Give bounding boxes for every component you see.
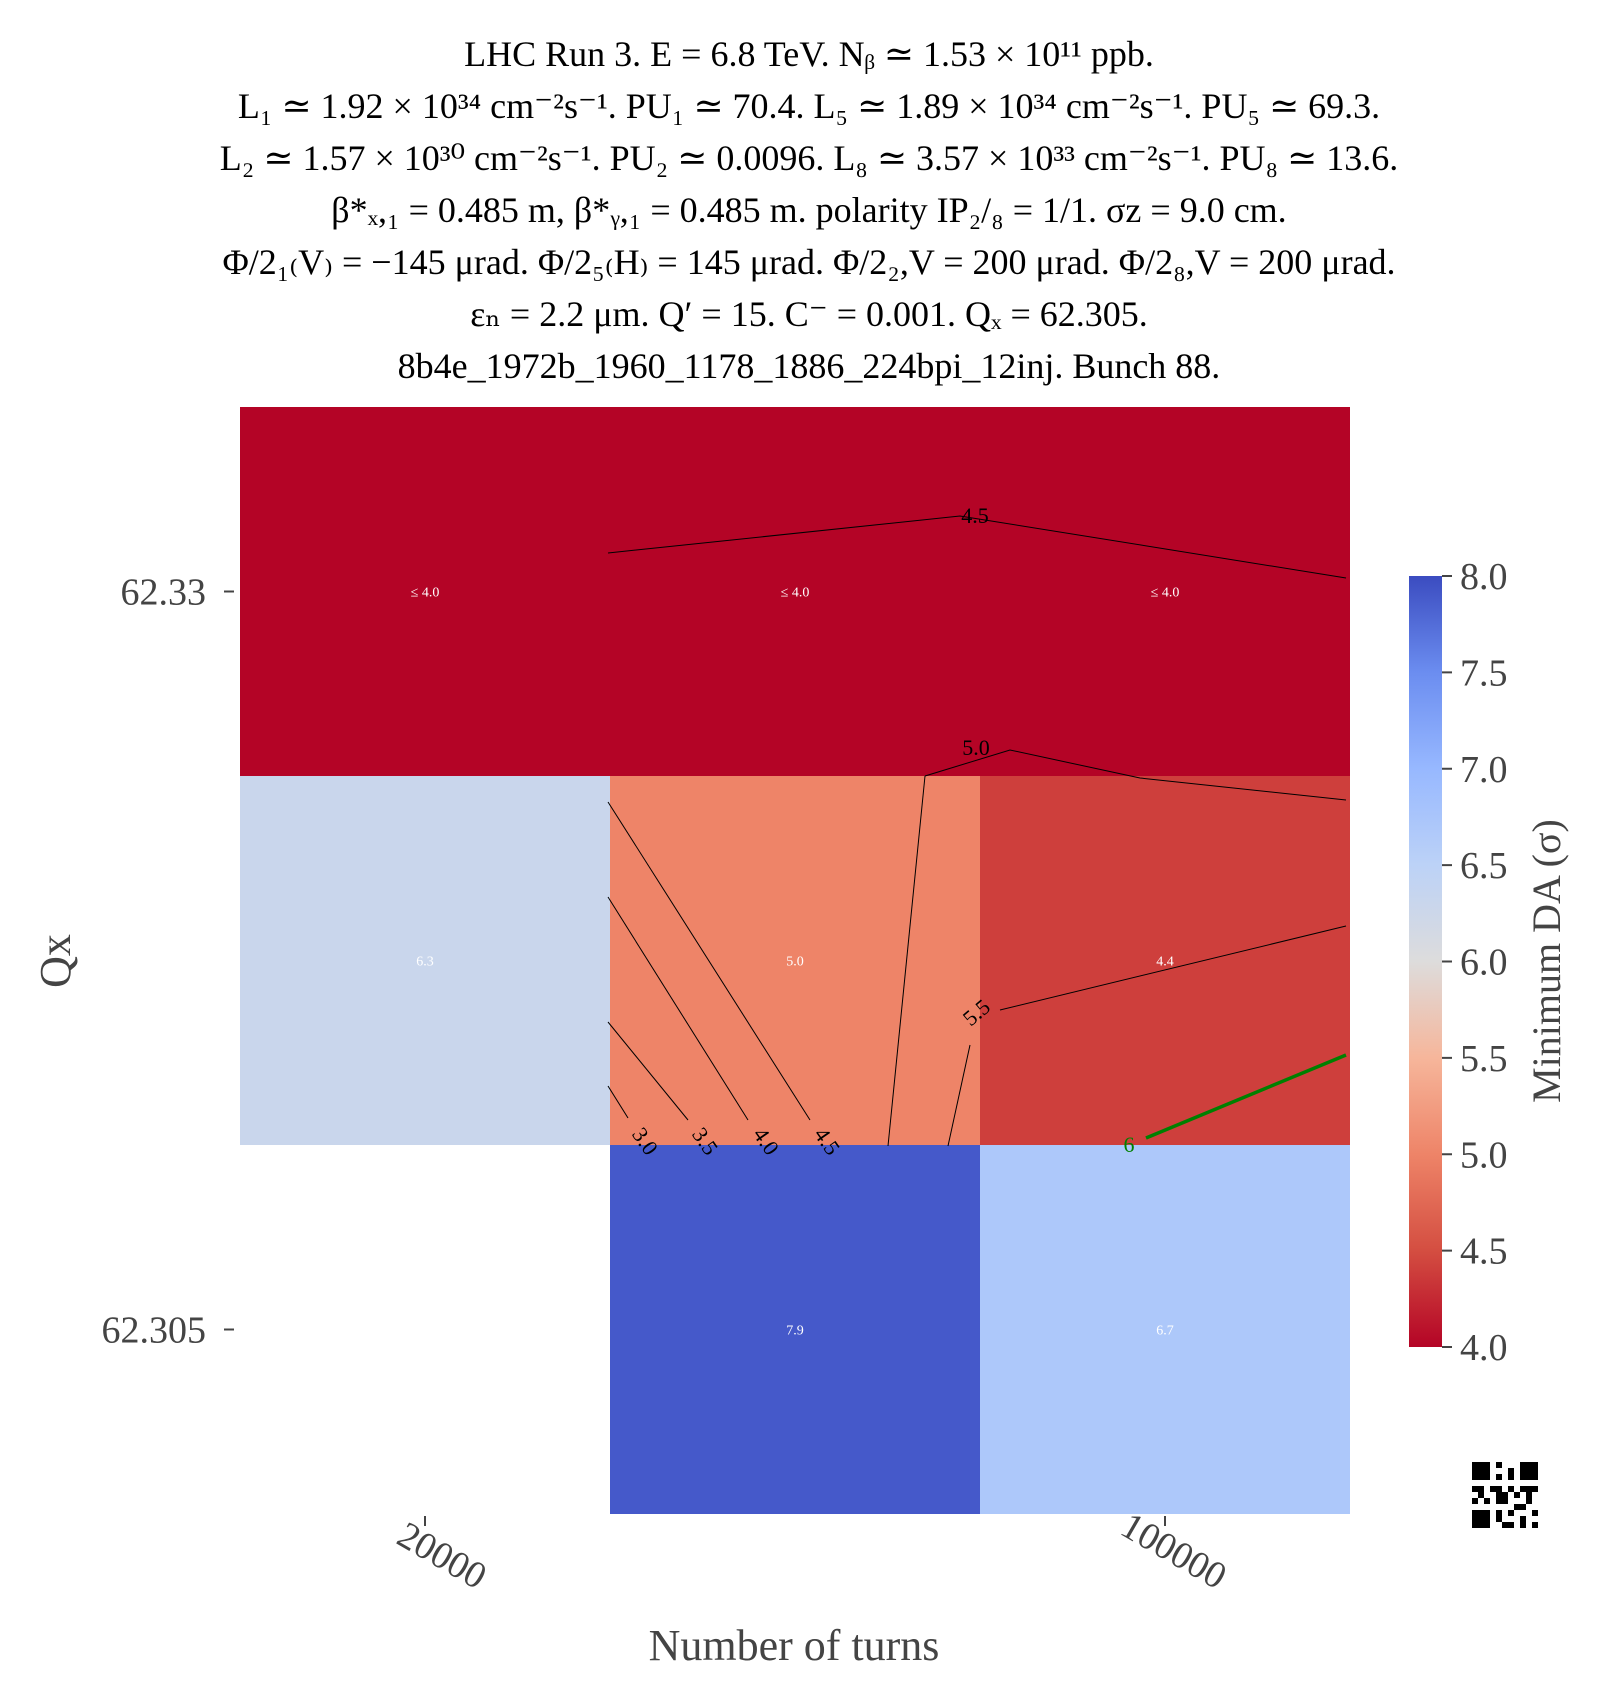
colorbar-tick-label: 4.0 (1460, 1327, 1508, 1369)
cell-value-label: 4.4 (1156, 955, 1174, 970)
contour-label: 6 (1124, 1132, 1135, 1157)
cell-value-label: 5.0 (786, 955, 804, 970)
contour-line-5.0-down (887, 775, 926, 1147)
cell-value-label: ≤ 4.0 (781, 586, 810, 601)
title-line-1: LHC Run 3. E = 6.8 TeV. Nᵦ ≃ 1.53 × 10¹¹… (464, 34, 1154, 74)
x-tick-label: 100000 (1114, 1504, 1234, 1597)
colorbar-tick-label: 4.5 (1460, 1231, 1508, 1273)
heatmap-cell (240, 407, 610, 776)
title-line-4: β*ₓ,₁ = 0.485 m, β*ᵧ,₁ = 0.485 m. polari… (331, 190, 1287, 230)
heatmap-cell (610, 1145, 980, 1514)
contour-line-5.5-down (947, 1044, 971, 1147)
colorbar-tick-label: 6.0 (1460, 942, 1508, 984)
y-tick-label: 62.305 (102, 1310, 207, 1352)
title-line-5: Φ/2₁₍V₎ = −145 μrad. Φ/2₅₍H₎ = 145 μrad.… (222, 242, 1396, 282)
colorbar-tick-label: 7.0 (1460, 749, 1508, 791)
title-line-3: L₂ ≃ 1.57 × 10³⁰ cm⁻²s⁻¹. PU₂ ≃ 0.0096. … (219, 138, 1399, 178)
cell-value-label: 7.9 (786, 1324, 804, 1339)
colorbar-tick-label: 5.0 (1460, 1134, 1508, 1176)
contour-line-4.0 (607, 896, 749, 1121)
cell-value-label: ≤ 4.0 (411, 586, 440, 601)
y-tick-label: 62.33 (121, 572, 207, 614)
chart-title: LHC Run 3. E = 6.8 TeV. Nᵦ ≃ 1.53 × 10¹¹… (0, 28, 1618, 392)
cell-value-label: 6.7 (1156, 1324, 1174, 1339)
heatmap-cell (610, 776, 980, 1145)
heatmap-cell (980, 407, 1350, 776)
colorbar-label: Minimum DA (σ) (1524, 819, 1569, 1103)
contour-label: 5.0 (962, 735, 990, 760)
x-tick-label: 20000 (390, 1514, 493, 1598)
colorbar (1409, 576, 1442, 1347)
contour-lines (607, 515, 1347, 1147)
y-axis-label: Qx (31, 934, 80, 988)
cell-value-label: ≤ 4.0 (1151, 586, 1180, 601)
cell-value-label: 6.3 (416, 955, 434, 970)
contour-line-4.5-mid (607, 801, 811, 1121)
x-axis-label: Number of turns (649, 1621, 940, 1670)
contour-line-5.0 (924, 749, 1347, 801)
contour-line-4.5-top (607, 515, 1347, 579)
contour-line-5.5 (999, 925, 1347, 1011)
title-line-7: 8b4e_1972b_1960_1178_1886_224bpi_12inj. … (397, 346, 1221, 386)
colorbar-tick-label: 5.5 (1460, 1038, 1508, 1080)
title-line-2: L₁ ≃ 1.92 × 10³⁴ cm⁻²s⁻¹. PU₁ ≃ 70.4. L₅… (237, 86, 1381, 126)
contour-line-3.5 (607, 1021, 689, 1121)
heatmap-cell (980, 1145, 1350, 1514)
heatmap-cell (240, 776, 610, 1145)
heatmap-cell (610, 407, 980, 776)
title-line-6: εₙ = 2.2 μm. Q′ = 15. C⁻ = 0.001. Qₓ = 6… (470, 294, 1148, 334)
colorbar-tick-label: 6.5 (1460, 845, 1508, 887)
contour-line-3.0 (607, 1085, 629, 1119)
contour-label: 4.5 (961, 503, 989, 528)
colorbar-tick-label: 8.0 (1460, 556, 1508, 598)
contour-line-6 (1145, 1053, 1347, 1140)
heatmap-cell (980, 776, 1350, 1145)
colorbar-tick-label: 7.5 (1460, 652, 1508, 694)
qr-code-icon (1472, 1462, 1538, 1528)
